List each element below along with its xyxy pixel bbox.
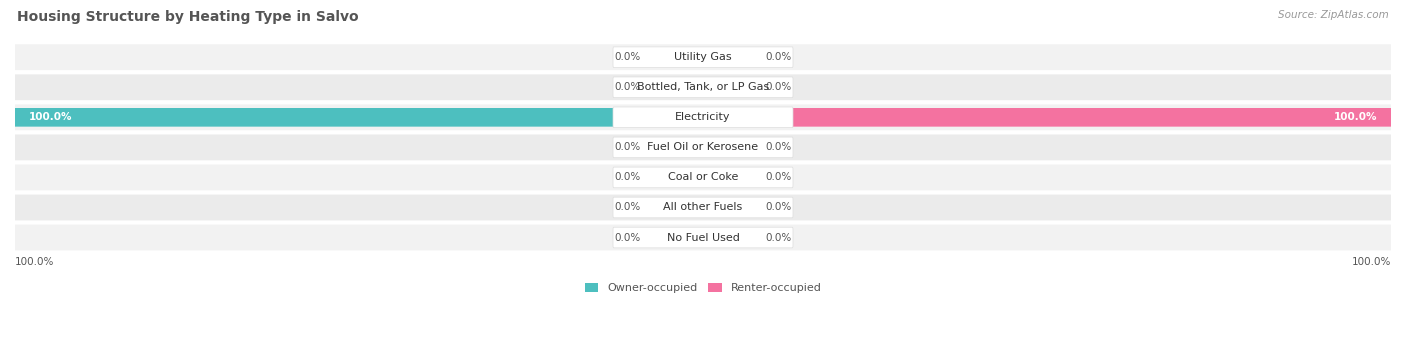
FancyBboxPatch shape: [648, 138, 703, 157]
Text: 0.0%: 0.0%: [765, 172, 792, 183]
FancyBboxPatch shape: [703, 48, 758, 67]
Text: Housing Structure by Heating Type in Salvo: Housing Structure by Heating Type in Sal…: [17, 10, 359, 24]
FancyBboxPatch shape: [703, 228, 758, 247]
Text: 0.0%: 0.0%: [614, 142, 641, 152]
Text: Bottled, Tank, or LP Gas: Bottled, Tank, or LP Gas: [637, 82, 769, 92]
FancyBboxPatch shape: [15, 108, 703, 126]
Text: 0.0%: 0.0%: [614, 172, 641, 183]
FancyBboxPatch shape: [1, 165, 1405, 190]
FancyBboxPatch shape: [613, 107, 793, 128]
FancyBboxPatch shape: [703, 138, 758, 157]
Text: 0.0%: 0.0%: [614, 82, 641, 92]
FancyBboxPatch shape: [613, 167, 793, 188]
FancyBboxPatch shape: [613, 47, 793, 68]
FancyBboxPatch shape: [648, 228, 703, 247]
FancyBboxPatch shape: [613, 227, 793, 248]
Text: 0.0%: 0.0%: [765, 233, 792, 242]
Text: 0.0%: 0.0%: [614, 233, 641, 242]
Text: Utility Gas: Utility Gas: [675, 52, 731, 62]
Text: No Fuel Used: No Fuel Used: [666, 233, 740, 242]
FancyBboxPatch shape: [648, 168, 703, 187]
Text: Electricity: Electricity: [675, 112, 731, 122]
Text: 0.0%: 0.0%: [765, 82, 792, 92]
Text: 0.0%: 0.0%: [614, 203, 641, 212]
FancyBboxPatch shape: [703, 108, 1391, 126]
FancyBboxPatch shape: [648, 48, 703, 67]
FancyBboxPatch shape: [703, 198, 758, 217]
FancyBboxPatch shape: [648, 78, 703, 97]
Text: 100.0%: 100.0%: [28, 112, 72, 122]
Legend: Owner-occupied, Renter-occupied: Owner-occupied, Renter-occupied: [585, 283, 821, 293]
Text: 100.0%: 100.0%: [1351, 257, 1391, 267]
FancyBboxPatch shape: [613, 197, 793, 218]
Text: Coal or Coke: Coal or Coke: [668, 172, 738, 183]
FancyBboxPatch shape: [613, 77, 793, 98]
FancyBboxPatch shape: [703, 168, 758, 187]
Text: 100.0%: 100.0%: [15, 257, 55, 267]
FancyBboxPatch shape: [613, 137, 793, 158]
FancyBboxPatch shape: [1, 44, 1405, 70]
Text: 0.0%: 0.0%: [765, 142, 792, 152]
Text: 100.0%: 100.0%: [1334, 112, 1378, 122]
FancyBboxPatch shape: [1, 74, 1405, 100]
FancyBboxPatch shape: [648, 198, 703, 217]
Text: All other Fuels: All other Fuels: [664, 203, 742, 212]
FancyBboxPatch shape: [1, 194, 1405, 220]
Text: 0.0%: 0.0%: [765, 203, 792, 212]
Text: Fuel Oil or Kerosene: Fuel Oil or Kerosene: [647, 142, 759, 152]
FancyBboxPatch shape: [1, 104, 1405, 130]
Text: Source: ZipAtlas.com: Source: ZipAtlas.com: [1278, 10, 1389, 20]
FancyBboxPatch shape: [703, 78, 758, 97]
FancyBboxPatch shape: [1, 134, 1405, 160]
FancyBboxPatch shape: [1, 225, 1405, 251]
Text: 0.0%: 0.0%: [765, 52, 792, 62]
Text: 0.0%: 0.0%: [614, 52, 641, 62]
